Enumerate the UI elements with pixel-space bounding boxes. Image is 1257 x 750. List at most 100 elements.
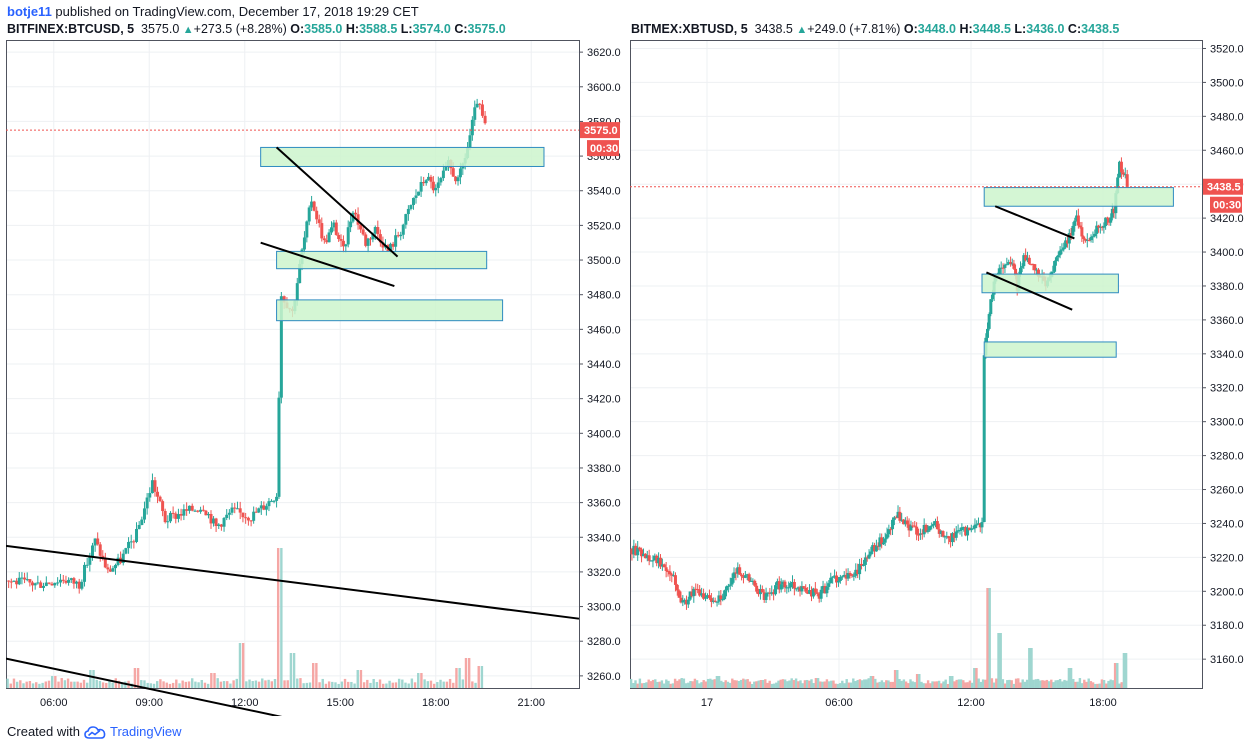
volume-bar <box>385 683 388 688</box>
candle-body <box>673 575 677 585</box>
candle-body <box>723 590 727 600</box>
volume-bar <box>292 653 296 688</box>
candle-body <box>986 328 989 338</box>
candle-body <box>282 296 286 303</box>
candle-body <box>116 557 120 565</box>
volume-bar <box>366 679 369 688</box>
volume-bar <box>772 683 776 688</box>
volume-bar <box>990 678 994 688</box>
volume-bar <box>841 680 844 688</box>
candle-body <box>1069 233 1073 236</box>
volume-bar <box>959 679 963 688</box>
candle-body <box>241 512 245 518</box>
volume-bar <box>105 683 108 688</box>
candle-body <box>891 519 895 530</box>
volume-bar <box>289 653 293 688</box>
volume-bar <box>977 678 980 688</box>
volume-bar <box>248 679 251 688</box>
candle-body <box>458 168 462 178</box>
candle-body <box>1019 267 1022 275</box>
volume-bar <box>420 673 423 688</box>
high-label: H: <box>959 22 973 36</box>
candle-body <box>429 176 433 182</box>
volume-bar <box>162 681 165 688</box>
volume-bar <box>324 683 328 688</box>
candle-body <box>404 214 408 225</box>
candle-body <box>798 587 802 592</box>
zones <box>981 187 1174 358</box>
author-name[interactable]: botje11 <box>7 4 52 19</box>
volume-bar <box>1023 681 1027 688</box>
candle-body <box>378 234 382 243</box>
x-tick-label: 06:00 <box>825 697 853 709</box>
y-tick-label: 3340.0 <box>1210 349 1244 361</box>
volume-bar <box>865 679 868 688</box>
volume-bar <box>15 681 19 688</box>
candle-body <box>1024 255 1028 261</box>
volume-bar <box>362 682 366 688</box>
xbtusd-chart[interactable]: 3160.0 3180.0 3200.0 3220.0 3240.0 3260.0 3280… <box>630 40 1252 716</box>
volume-bar <box>296 678 299 688</box>
volume-bar <box>755 681 758 688</box>
volume-bar <box>651 679 655 688</box>
symbol-name[interactable]: BITFINEX:BTCUSD, 5 <box>7 22 135 36</box>
candle-body <box>943 536 947 538</box>
volume-bar <box>79 682 83 688</box>
candle-body <box>190 505 194 511</box>
candle-body <box>1102 226 1106 228</box>
candle-body <box>307 207 311 222</box>
candle-body <box>399 234 403 237</box>
volume-bar <box>893 670 897 688</box>
volume-bar <box>946 683 950 688</box>
candle-body <box>967 527 971 531</box>
trend-lines <box>6 146 580 716</box>
volume-bar <box>1069 668 1073 688</box>
volume-bar <box>57 681 60 688</box>
tradingview-link[interactable]: TradingView <box>109 724 182 739</box>
symbol-name[interactable]: BITMEX:XBTUSD, 5 <box>631 22 748 36</box>
candle-body <box>44 582 48 586</box>
volume-bar <box>691 681 694 688</box>
candle-body <box>85 564 89 566</box>
candle-body <box>896 511 900 518</box>
btcusd-chart[interactable]: 3260.0 3280.0 3300.0 3320.0 3340.0 3360.0 3380… <box>6 40 627 716</box>
volume-bar <box>997 633 1000 688</box>
candle-body <box>50 583 54 586</box>
x-tick-label: 09:00 <box>135 697 163 709</box>
candle-body <box>751 580 755 582</box>
candle-body <box>1093 233 1097 237</box>
tradingview-cloud-icon <box>84 725 106 739</box>
y-tick-label: 3300.0 <box>587 602 621 614</box>
candle-body <box>732 572 736 578</box>
candle-body <box>129 541 133 543</box>
candle-body <box>150 480 154 494</box>
y-tick-label: 3260.0 <box>1210 485 1244 497</box>
candle-body <box>643 553 647 559</box>
candle-body <box>121 553 125 564</box>
volume-bar <box>830 680 833 688</box>
volume-bar <box>321 678 324 688</box>
volume-bar <box>856 679 859 688</box>
volume-bar <box>1050 679 1053 688</box>
volume-bar <box>814 678 818 688</box>
volume-bar <box>397 678 401 688</box>
candle-body <box>302 237 306 250</box>
volume-bar <box>1061 681 1064 688</box>
candle-body <box>844 574 848 579</box>
volume-bar <box>378 679 382 688</box>
candle-body <box>252 511 256 521</box>
candle-body <box>683 599 687 601</box>
candle-body <box>926 530 930 532</box>
candle-body <box>935 521 939 530</box>
countdown-label: 00:30 <box>1213 200 1241 212</box>
candle-body <box>394 235 398 247</box>
candle-body <box>829 577 833 584</box>
candle-body <box>813 588 817 593</box>
candle-body <box>422 182 426 184</box>
candle-body <box>28 579 32 583</box>
candle-body <box>163 511 167 523</box>
candle-body <box>364 234 368 246</box>
candle-body <box>406 208 410 215</box>
volume-bar <box>698 683 701 688</box>
close-label: C: <box>454 22 468 36</box>
